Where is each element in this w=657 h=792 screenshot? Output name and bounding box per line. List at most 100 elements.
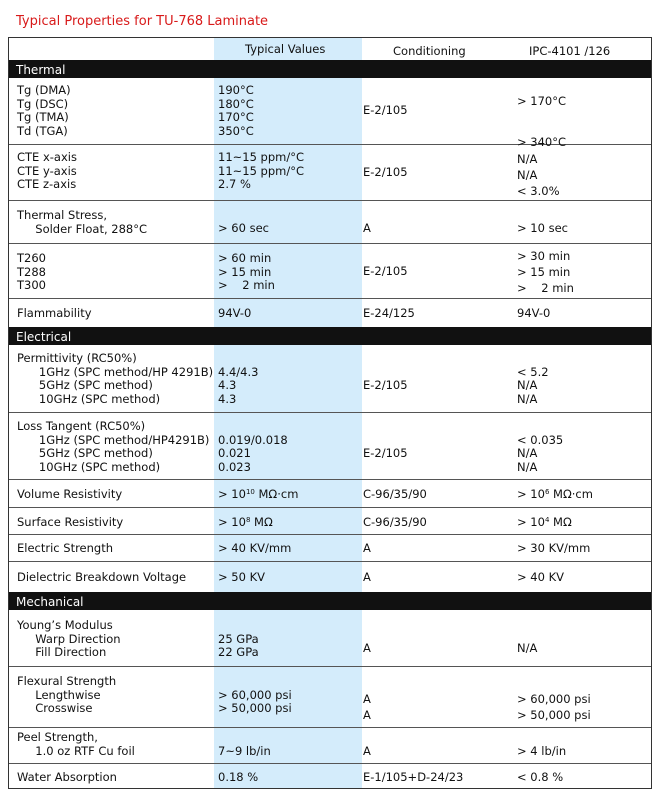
value-exponent: 10 (245, 488, 255, 496)
spec-exponent: 4 (544, 516, 550, 524)
header-conditioning: Conditioning (393, 44, 466, 58)
row-conditioning: A (363, 221, 371, 235)
table-row: Flexural Strength Lengthwise Crosswise >… (9, 667, 651, 728)
row-label: Water Absorption (17, 770, 117, 784)
row-typical-value: 94V-0 (218, 306, 252, 320)
row-ipc-spec: < 0.035 N/A N/A (517, 432, 564, 474)
value-text: > 10 (218, 515, 246, 529)
row-ipc-spec: > 30 KV/mm (517, 541, 591, 555)
row-typical-value: > 50 KV (218, 570, 265, 584)
row-conditioning: A (363, 641, 371, 655)
section-mechanical: Mechanical (9, 592, 651, 610)
row-label: Flexural Strength Lengthwise Crosswise (17, 674, 117, 716)
table-row: Permittivity (RC50%) 1GHz (SPC method/HP… (9, 345, 651, 413)
spec-text: > 10 (517, 515, 545, 529)
row-ipc-spec: < 5.2 N/A N/A (517, 364, 549, 406)
table-row: Flammability 94V-0 E-24/125 94V-0 (9, 299, 651, 327)
row-label: Volume Resistivity (17, 487, 123, 501)
row-typical-value: > 1010 MΩ‧cm (218, 487, 299, 502)
table-row: Tg (DMA) Tg (DSC) Tg (TMA) Td (TGA) 190°… (9, 78, 651, 149)
row-typical-value: > 108 MΩ (218, 515, 273, 530)
row-ipc-spec: > 104 MΩ (517, 515, 572, 530)
table-row: Peel Strength, 1.0 oz RTF Cu foil 7~9 lb… (9, 728, 651, 764)
header-typical-values: Typical Values (245, 42, 326, 56)
row-conditioning: C-96/35/90 (363, 515, 427, 529)
row-conditioning: E-1/105+D-24/23 (363, 770, 464, 784)
row-conditioning: E-2/105 (363, 264, 408, 278)
row-ipc-spec: > 106 MΩ‧cm (517, 487, 593, 502)
row-conditioning: A (363, 541, 371, 555)
row-label: Flammability (17, 306, 92, 320)
row-typical-value: 4.4/4.3 4.3 4.3 (218, 364, 259, 406)
section-mechanical-label: Mechanical (16, 595, 84, 609)
row-label: Thermal Stress, Solder Float, 288°C (17, 208, 148, 236)
row-label: Permittivity (RC50%) 1GHz (SPC method/HP… (17, 351, 214, 406)
row-typical-value: > 60 sec (218, 221, 269, 235)
row-ipc-spec: > 4 lb/in (517, 744, 567, 758)
row-conditioning: A A (363, 692, 371, 722)
table-row: Water Absorption 0.18 % E-1/105+D-24/23 … (9, 764, 651, 788)
table-row: Volume Resistivity > 1010 MΩ‧cm C-96/35/… (9, 480, 651, 508)
header-ipc: IPC-4101 /126 (529, 44, 611, 58)
row-label: Dielectric Breakdown Voltage (17, 570, 187, 584)
row-label: Tg (DMA) Tg (DSC) Tg (TMA) Td (TGA) (17, 83, 71, 138)
value-text: > 10 (218, 487, 246, 501)
row-conditioning: E-2/105 (363, 378, 408, 392)
row-ipc-spec: < 0.8 % (517, 770, 564, 784)
row-label: Peel Strength, 1.0 oz RTF Cu foil (17, 730, 135, 758)
row-typical-value: 7~9 lb/in (218, 744, 271, 758)
spec-text: > 10 (517, 487, 545, 501)
spec-exponent: 6 (544, 488, 550, 496)
spec-unit: MΩ‧cm (549, 487, 593, 501)
section-electrical-label: Electrical (16, 330, 72, 344)
row-ipc-spec: > 40 KV (517, 570, 564, 584)
value-unit: MΩ (250, 515, 273, 529)
properties-table: Typical Values Conditioning IPC-4101 /12… (8, 37, 652, 789)
row-conditioning: A (363, 744, 371, 758)
typical-values-column-highlight (214, 38, 362, 788)
section-thermal-label: Thermal (16, 63, 66, 77)
section-electrical: Electrical (9, 327, 651, 345)
row-ipc-spec: 94V-0 (517, 306, 551, 320)
table-row: CTE x-axis CTE y-axis CTE z-axis 11~15 p… (9, 145, 651, 201)
row-ipc-spec: > 10 sec (517, 221, 568, 235)
row-label: T260 T288 T300 (17, 251, 46, 293)
row-typical-value: > 40 KV/mm (218, 541, 292, 555)
row-typical-value: > 60,000 psi > 50,000 psi (218, 687, 292, 716)
row-label: Young’s Modulus Warp Direction Fill Dire… (17, 618, 121, 660)
row-typical-value: > 60 min > 15 min > 2 min (218, 251, 275, 293)
table-row: Dielectric Breakdown Voltage > 50 KV A >… (9, 562, 651, 592)
value-unit: MΩ‧cm (254, 487, 299, 501)
row-typical-value: 0.019/0.018 0.021 0.023 (218, 432, 288, 474)
row-conditioning: E-2/105 (363, 103, 408, 117)
section-thermal: Thermal (9, 60, 651, 78)
row-typical-value: 190°C 180°C 170°C 350°C (218, 83, 254, 138)
table-row: Young’s Modulus Warp Direction Fill Dire… (9, 610, 651, 667)
row-label: Loss Tangent (RC50%) 1GHz (SPC method/HP… (17, 419, 210, 474)
row-ipc-spec: N/A (517, 641, 538, 655)
row-conditioning: E-2/105 (363, 165, 408, 179)
row-conditioning: A (363, 570, 371, 584)
row-typical-value: 0.18 % (218, 770, 259, 784)
row-ipc-spec: > 60,000 psi > 50,000 psi (517, 692, 591, 722)
table-row: Surface Resistivity > 108 MΩ C-96/35/90 … (9, 508, 651, 535)
spec-unit: MΩ (549, 515, 572, 529)
table-header: Typical Values Conditioning IPC-4101 /12… (9, 38, 651, 60)
document-title: Typical Properties for TU-768 Laminate (16, 14, 269, 29)
table-row: T260 T288 T300 > 60 min > 15 min > 2 min… (9, 244, 651, 299)
row-label: Electric Strength (17, 541, 114, 555)
row-ipc-spec: > 170°C > 340°C (517, 94, 567, 149)
row-label: Surface Resistivity (17, 515, 124, 529)
row-typical-value: 25 GPa 22 GPa (218, 631, 259, 660)
row-conditioning: E-2/105 (363, 446, 408, 460)
row-ipc-spec: > 30 min > 15 min > 2 min (517, 249, 574, 295)
row-label: CTE x-axis CTE y-axis CTE z-axis (17, 150, 77, 192)
value-exponent: 8 (245, 516, 251, 524)
table-row: Thermal Stress, Solder Float, 288°C > 60… (9, 201, 651, 244)
row-conditioning: C-96/35/90 (363, 487, 427, 501)
row-ipc-spec: N/A N/A < 3.0% (517, 152, 560, 198)
table-row: Loss Tangent (RC50%) 1GHz (SPC method/HP… (9, 413, 651, 480)
table-row: Electric Strength > 40 KV/mm A > 30 KV/m… (9, 535, 651, 562)
row-typical-value: 11~15 ppm/°C 11~15 ppm/°C 2.7 % (218, 150, 305, 192)
row-conditioning: E-24/125 (363, 306, 415, 320)
